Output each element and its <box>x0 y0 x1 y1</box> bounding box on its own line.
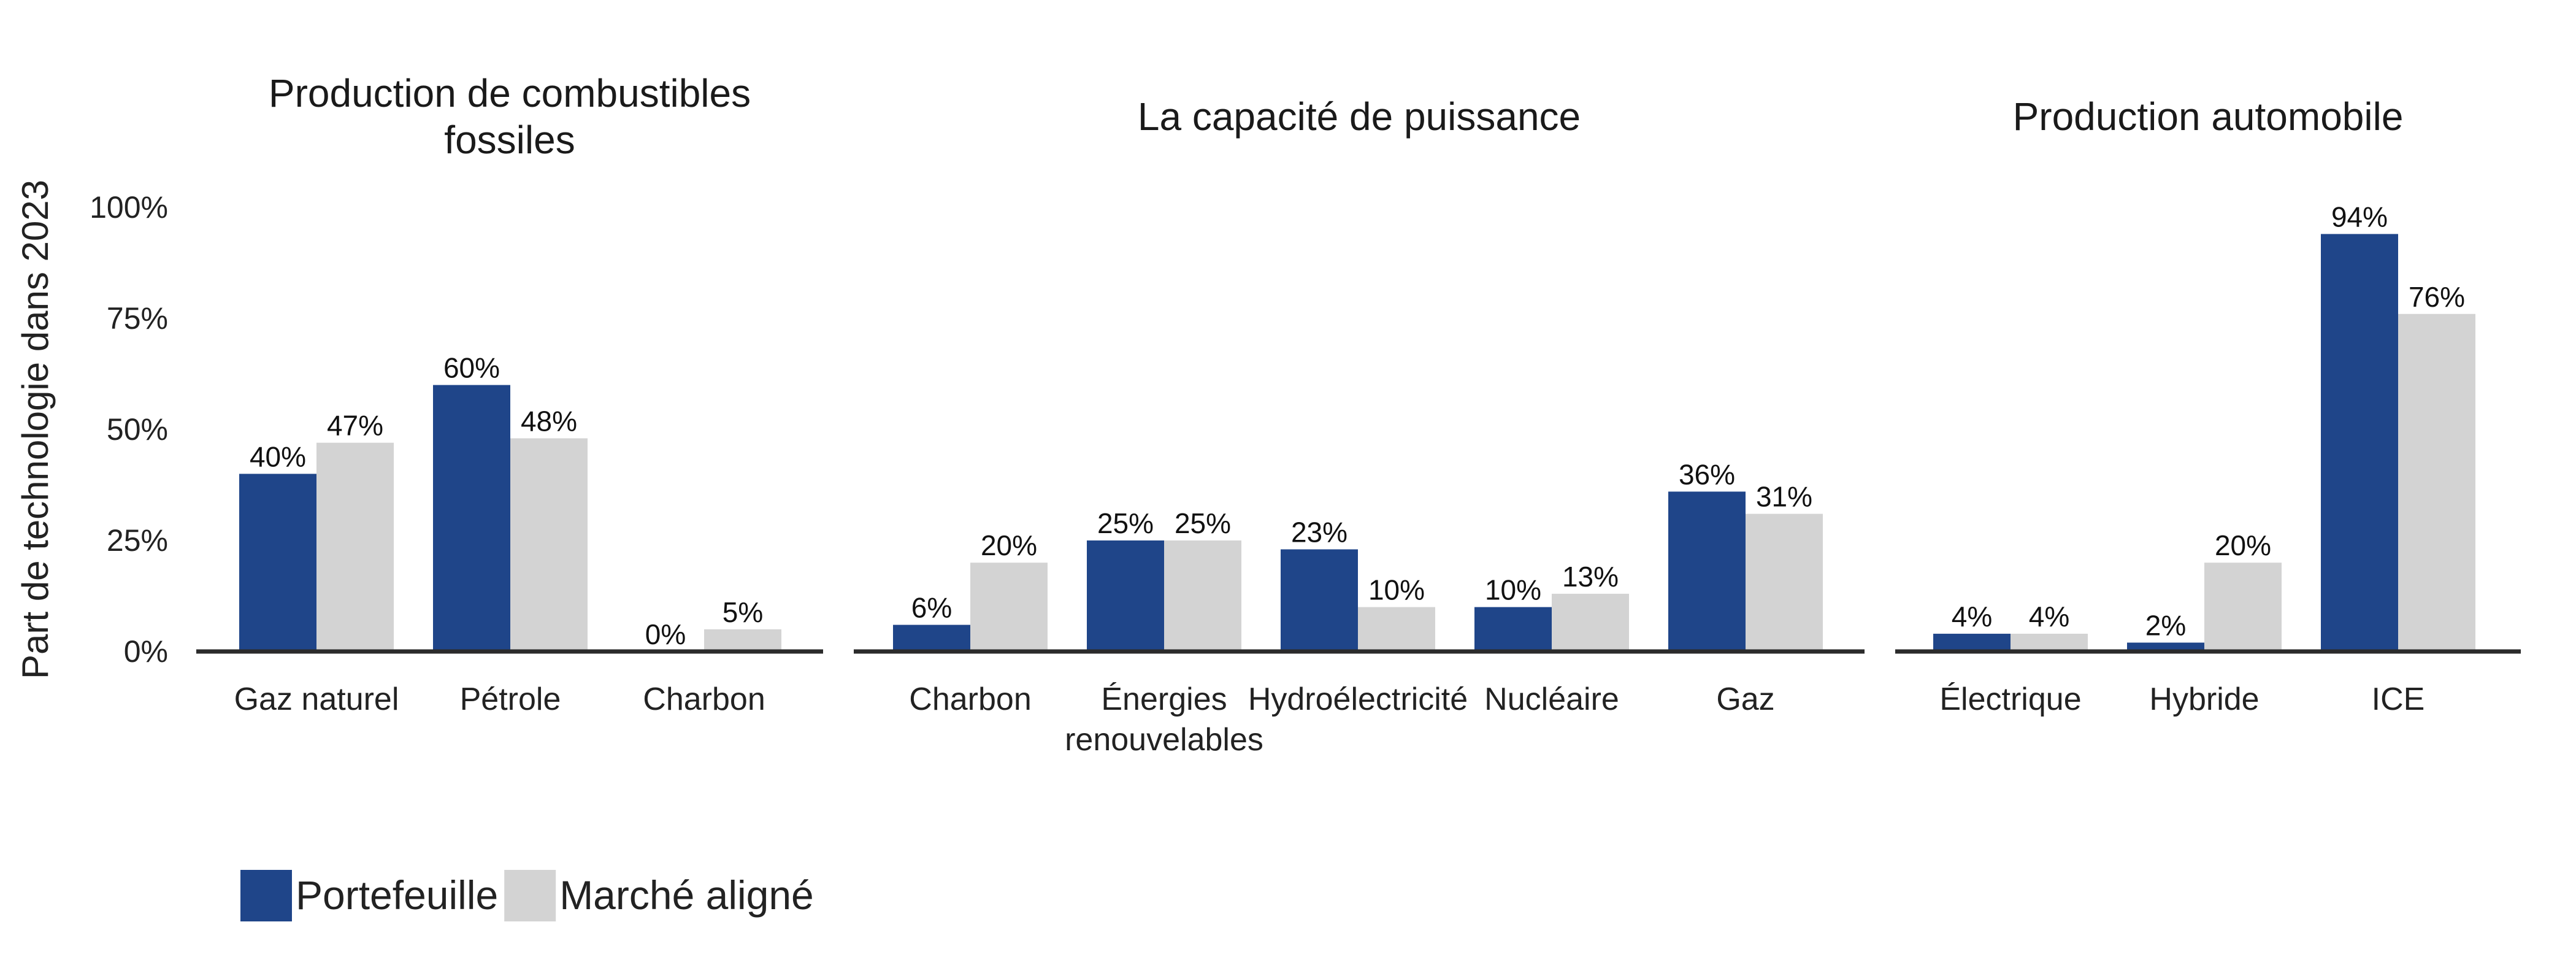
value-label: 25% <box>1175 507 1231 539</box>
y-axis-title-group: Part de technologie dans 2023 <box>15 180 56 679</box>
bar <box>1164 540 1241 651</box>
value-label: 6% <box>911 592 952 624</box>
category-label: Gaz <box>1716 682 1774 717</box>
value-label: 20% <box>981 529 1037 561</box>
bar <box>1474 607 1552 651</box>
value-label: 2% <box>2145 610 2186 642</box>
value-label: 36% <box>1679 458 1735 490</box>
y-tick-label: 25% <box>107 523 168 558</box>
value-label: 94% <box>2331 201 2388 233</box>
category-label: Énergies renouvelables <box>1065 682 1263 758</box>
legend-label: Marché aligné <box>559 872 814 918</box>
bar <box>1552 593 1629 651</box>
bar <box>704 629 781 651</box>
bar <box>1668 491 1746 651</box>
legend-swatch <box>504 870 556 921</box>
category-label: Charbon <box>909 682 1031 717</box>
panel-1: Production de combustibles fossiles 40% 47%… <box>196 71 823 717</box>
value-label: 48% <box>521 405 577 437</box>
value-label: 20% <box>2215 529 2271 561</box>
bar <box>1746 513 1823 651</box>
bar <box>2011 634 2088 651</box>
category-label: ICE <box>2372 682 2425 717</box>
bar <box>1281 549 1358 651</box>
category-label: Électrique <box>1939 682 2081 717</box>
panel-title: Production de combustibles fossiles <box>269 71 751 162</box>
bar <box>433 385 510 651</box>
bar <box>1087 540 1164 651</box>
value-label: 10% <box>1485 574 1541 606</box>
legend-swatch <box>240 870 292 921</box>
panel-3: Production automobile 4% 4% Électrique 2% 20%… <box>1895 94 2521 717</box>
y-tick-label: 50% <box>107 412 168 447</box>
y-tick-labels: 0% 25% 50% 75% 100% <box>90 190 168 669</box>
legend: Portefeuille Marché aligné <box>240 870 814 921</box>
category-label: Hybride <box>2149 682 2259 717</box>
bar <box>2398 313 2475 651</box>
bar <box>2204 563 2282 651</box>
bar <box>239 474 316 651</box>
bar <box>2321 234 2398 651</box>
bar <box>316 442 394 651</box>
category-label: Hydroélectricité <box>1248 682 1468 717</box>
value-label: 0% <box>645 618 686 650</box>
value-label: 31% <box>1756 481 1812 513</box>
legend-label: Portefeuille <box>296 872 498 918</box>
value-label: 60% <box>443 352 500 384</box>
value-label: 76% <box>2409 281 2465 313</box>
panel-title: Production automobile <box>2013 94 2404 139</box>
bar <box>1933 634 2011 651</box>
category-label: Pétrole <box>460 682 561 717</box>
bar <box>1358 607 1435 651</box>
category-label: Nucléaire <box>1484 682 1619 717</box>
y-tick-label: 0% <box>124 634 168 669</box>
y-tick-label: 100% <box>90 190 168 225</box>
category-label: Gaz naturel <box>234 682 399 717</box>
bar <box>2127 642 2204 651</box>
value-label: 5% <box>723 596 763 628</box>
value-label: 23% <box>1291 516 1347 548</box>
bar <box>970 563 1048 651</box>
value-label: 4% <box>1952 601 1992 632</box>
value-label: 25% <box>1097 507 1154 539</box>
value-label: 40% <box>250 440 306 472</box>
category-label: Charbon <box>643 682 765 717</box>
bar <box>510 438 588 651</box>
value-label: 4% <box>2029 601 2069 632</box>
panel-title: La capacité de puissance <box>1138 94 1581 139</box>
value-label: 47% <box>327 410 383 442</box>
value-label: 10% <box>1368 574 1425 606</box>
bar <box>893 625 970 651</box>
value-label: 13% <box>1562 561 1619 593</box>
y-tick-label: 75% <box>107 301 168 336</box>
chart-panels: Production de combustibles fossiles 40% 47%… <box>196 71 2521 758</box>
panel-2: La capacité de puissance 6% 20% Charbon 25% 2… <box>854 94 1865 758</box>
y-axis-title: Part de technologie dans 2023 <box>15 180 56 679</box>
